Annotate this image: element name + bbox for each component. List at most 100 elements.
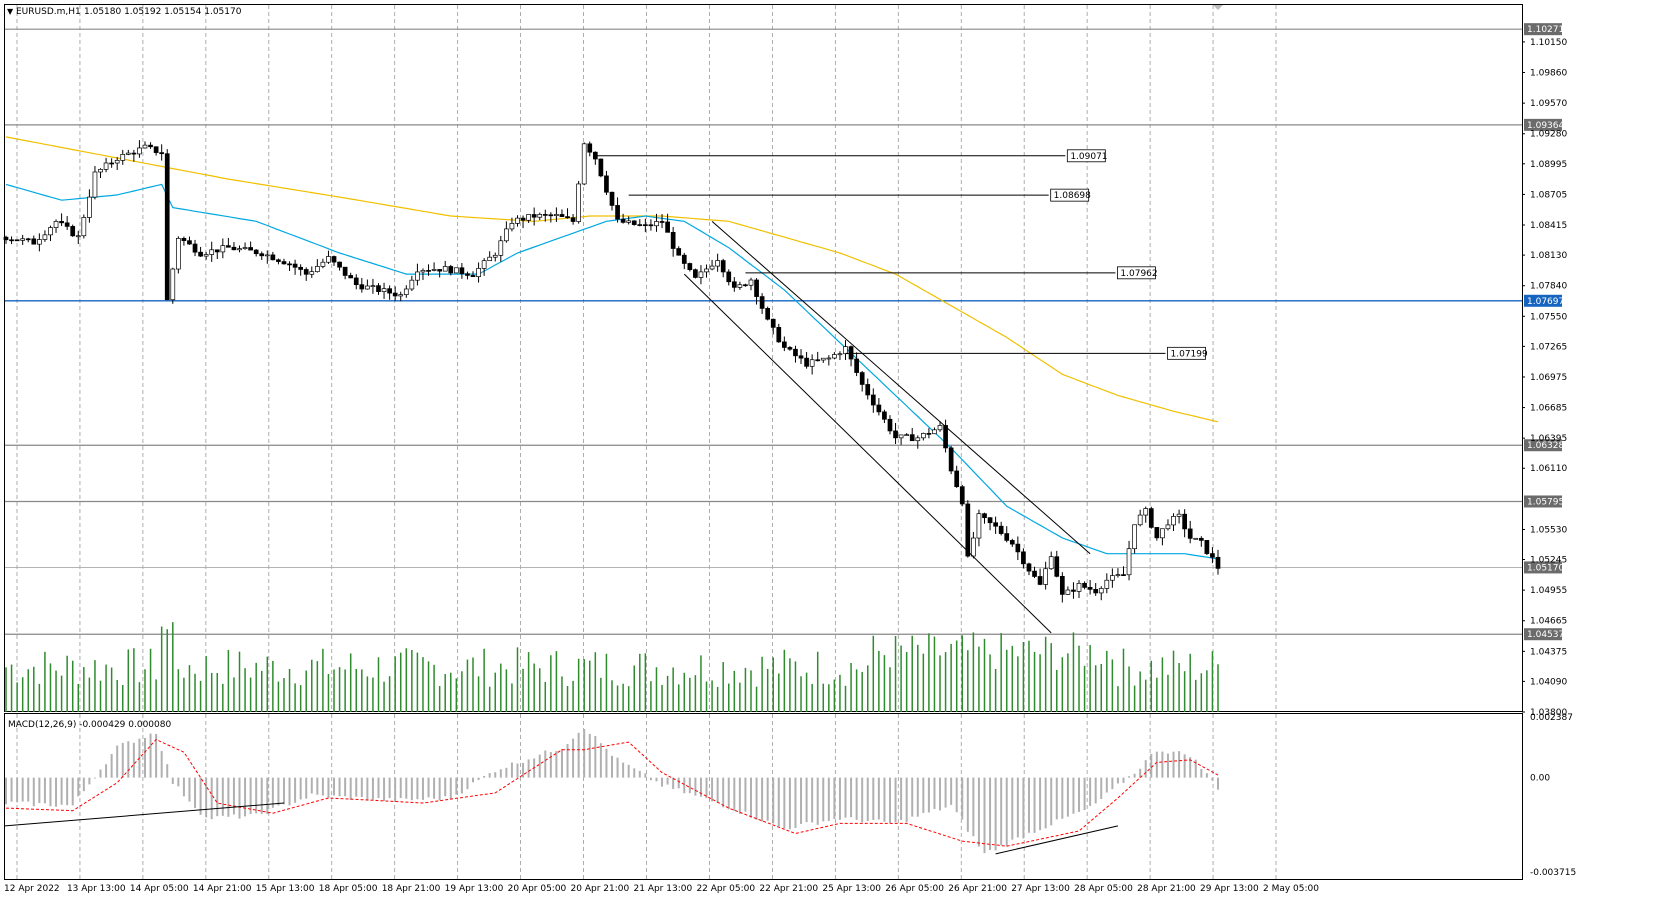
candle-body — [898, 434, 904, 439]
ma-slow-line — [5, 136, 1219, 423]
price-tick-label: 1.08995 — [1530, 160, 1567, 170]
candle-body — [253, 249, 259, 255]
candle-body — [114, 160, 120, 164]
candle-body — [665, 221, 670, 233]
candle-body — [615, 205, 620, 220]
candle-body — [809, 359, 815, 367]
price-level-tag — [1524, 294, 1562, 307]
candle-body — [804, 357, 809, 367]
channel-trend-line[interactable] — [711, 220, 1091, 555]
candle-body — [459, 267, 465, 275]
candle-body — [531, 214, 537, 218]
candle-body — [737, 284, 743, 288]
macd-divergence-line[interactable] — [995, 825, 1119, 855]
price-annotation-box[interactable] — [1050, 188, 1090, 202]
price-tick-label: 1.10150 — [1530, 38, 1567, 48]
candle-body — [920, 433, 926, 439]
candle-body — [25, 238, 31, 241]
macd-divergence-line[interactable] — [4, 802, 285, 827]
price-level-tag — [1524, 23, 1562, 36]
price-annotation-box[interactable] — [1117, 266, 1156, 280]
candle-body — [1037, 576, 1043, 585]
candle-body — [376, 285, 381, 292]
price-tick-label: 1.05530 — [1530, 525, 1567, 535]
candle-body — [1154, 527, 1160, 539]
candle-body — [309, 271, 315, 275]
candle-body — [448, 266, 454, 274]
candle-body — [893, 430, 898, 439]
candle-body — [1182, 513, 1187, 530]
candle-body — [620, 218, 626, 223]
time-tick-label: 26 Apr 21:00 — [948, 884, 1007, 894]
candle-body — [92, 171, 98, 198]
candle-body — [559, 214, 565, 217]
time-axis: 12 Apr 2022 13 Apr 13:00 14 Apr 05:00 14 Ap… — [4, 884, 1319, 894]
time-tick-label: 26 Apr 05:00 — [885, 884, 944, 894]
time-tick-label: 21 Apr 13:00 — [634, 884, 693, 894]
candle-body — [453, 267, 459, 274]
volume-bars — [5, 622, 1219, 712]
candle-body — [287, 263, 292, 266]
candle-body — [64, 222, 70, 227]
time-tick-label: 20 Apr 21:00 — [571, 884, 630, 894]
candle-body — [587, 143, 593, 153]
price-tick-label: 1.06110 — [1530, 464, 1567, 474]
candle-body — [420, 270, 426, 273]
candle-body — [1165, 524, 1171, 530]
candle-body — [1137, 514, 1143, 526]
candle-body — [1048, 556, 1054, 570]
channel-trend-line[interactable] — [683, 273, 1052, 634]
candle-body — [270, 254, 276, 261]
candle-body — [159, 152, 165, 155]
candle-body — [948, 447, 954, 472]
price-annotation-label: 1.07962 — [1120, 269, 1157, 279]
price-level-tag-label: 1.04537 — [1527, 630, 1564, 640]
candle-body — [175, 238, 181, 270]
time-tick-label: 22 Apr 05:00 — [696, 884, 755, 894]
candle-body — [637, 224, 643, 226]
price-level-tag-label: 1.05795 — [1527, 497, 1564, 507]
dropdown-arrow-icon[interactable]: ▼ — [7, 7, 14, 16]
price-annotation-box[interactable] — [1167, 346, 1206, 360]
price-level-tag-label: 1.09364 — [1527, 121, 1564, 131]
candle-body — [1198, 537, 1204, 541]
candle-body — [965, 503, 971, 557]
candle-body — [526, 214, 531, 221]
price-level-tag-label: 1.06328 — [1527, 441, 1564, 451]
time-tick-label: 14 Apr 21:00 — [193, 884, 252, 894]
trend-lines[interactable] — [683, 220, 1091, 634]
candle-body — [815, 359, 821, 362]
candle-body — [1143, 508, 1149, 516]
price-annotation-box[interactable] — [1066, 149, 1106, 163]
candle-body — [765, 308, 771, 320]
macd-signal-line — [5, 738, 1219, 847]
candle-body — [1026, 563, 1032, 572]
candle-body — [515, 217, 520, 224]
time-tick-label: 19 Apr 13:00 — [445, 884, 504, 894]
candle-body — [504, 228, 509, 242]
candle-body — [42, 234, 48, 240]
candle-body — [398, 294, 404, 297]
candle-body — [426, 270, 431, 272]
candle-body — [470, 275, 476, 278]
price-tick-label: 1.06395 — [1530, 434, 1567, 444]
candle-body — [331, 256, 337, 263]
candle-body — [993, 522, 998, 527]
candle-body — [465, 273, 470, 276]
candle-body — [1215, 556, 1221, 569]
candle-body — [1021, 551, 1026, 565]
shift-marker-icon[interactable] — [1213, 5, 1223, 10]
candle-body — [1126, 548, 1132, 576]
candle-body — [1115, 574, 1121, 576]
candle-body — [403, 288, 409, 295]
time-tick-label: 18 Apr 21:00 — [382, 884, 441, 894]
horizontal-levels[interactable]: 1.10271 1.09364 1.07697 1.06328 1.05795 1.051… — [5, 23, 1564, 641]
price-tick-label: 1.07265 — [1530, 342, 1567, 352]
candle-body — [87, 196, 92, 218]
time-tick-label: 12 Apr 2022 — [4, 884, 60, 894]
price-annotations[interactable]: 1.09071 1.08698 1.07962 1.07199 — [595, 149, 1208, 360]
candle-body — [1065, 589, 1071, 595]
candle-body — [59, 221, 64, 224]
candle-body — [1004, 533, 1010, 541]
